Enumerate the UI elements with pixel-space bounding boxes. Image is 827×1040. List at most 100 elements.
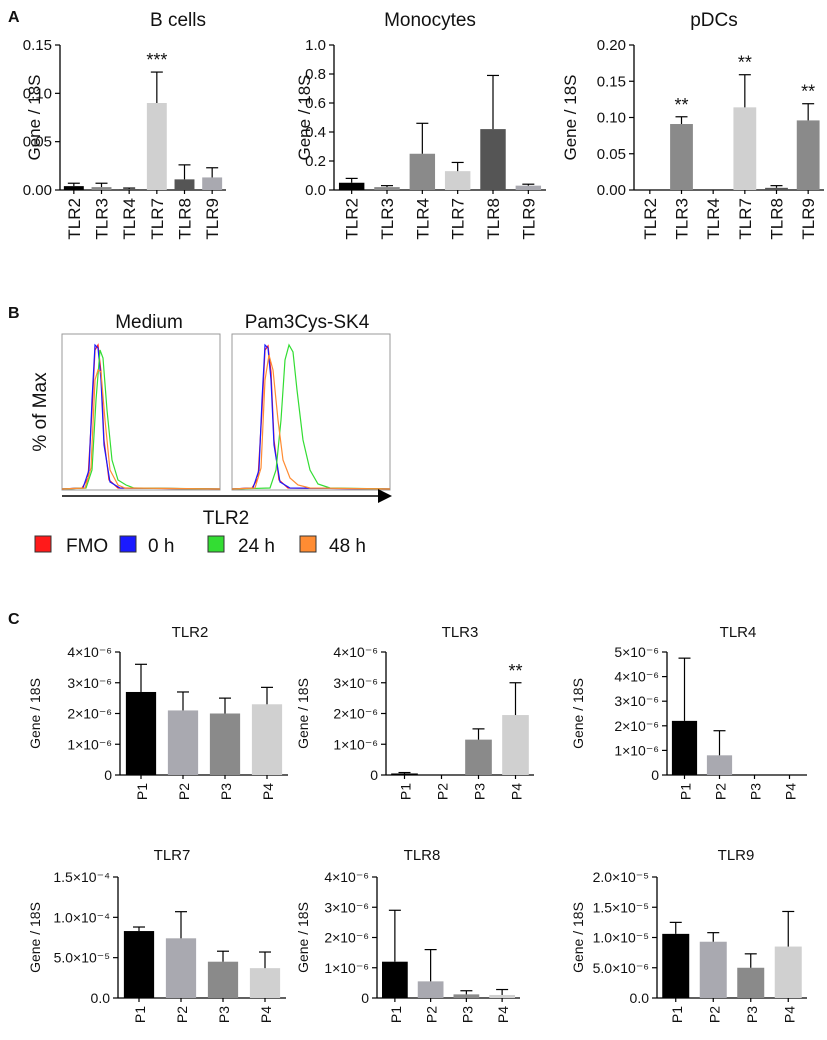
bar-group-p2: P2 xyxy=(706,730,733,800)
bar-group-p2: P2 xyxy=(435,775,451,800)
significance-label: ** xyxy=(801,82,815,102)
panel-label-b: B xyxy=(8,305,20,322)
bar-p3 xyxy=(453,994,480,998)
x-tick-label-p4: P4 xyxy=(783,783,799,800)
pam3cys-fmo-curve xyxy=(231,344,391,490)
y-axis-label: Gene / 18S xyxy=(25,74,44,160)
bar-group-tlr9: TLR9 ** xyxy=(796,82,820,240)
y-tick-label: 0.10 xyxy=(597,110,626,127)
bar-group-p1: P1 xyxy=(662,921,690,1023)
bar-group-p4: P4 xyxy=(489,988,515,1023)
chart-c-tlr3: TLR3 Gene / 18S 0 1×10⁻⁶ 2×10⁻⁶ 3×10⁻⁶ 4×10⁻⁶ P… xyxy=(295,624,534,800)
bar-group-tlr3: TLR3 xyxy=(374,185,400,240)
chart-c-tlr7: TLR7 Gene / 18S 0.0 5.0×10⁻⁵ 1.0×10⁻⁴ 1.5×10⁻… xyxy=(27,847,286,1023)
bar-p4 xyxy=(502,715,529,775)
y-axis-label: Gene / 18S xyxy=(295,902,311,973)
bar-group-p2: P2 xyxy=(417,948,444,1023)
flow-title-pam3cys: Pam3Cys-SK4 xyxy=(245,312,370,333)
bar-group-p4: P4 xyxy=(774,910,802,1023)
x-tick-label-tlr3: TLR3 xyxy=(673,198,692,240)
bar-group-tlr8: TLR8 xyxy=(174,164,195,240)
y-tick-label: 0.05 xyxy=(23,134,52,151)
legend-swatch-48h xyxy=(299,535,317,553)
bar-group-p4: P4 ** xyxy=(502,661,529,800)
flow-xlabel: TLR2 xyxy=(203,508,249,529)
y-axis-label: Gene / 18S xyxy=(295,678,311,749)
y-tick-label: 4×10⁻⁶ xyxy=(614,669,659,685)
bar-p2 xyxy=(699,941,727,998)
legend-item-fmo: FMO xyxy=(34,535,108,557)
legend-item-0h: 0 h xyxy=(119,535,174,557)
y-tick-label: 0.0 xyxy=(630,990,650,1006)
chart-title: TLR4 xyxy=(720,624,757,641)
x-tick-label-p1: P1 xyxy=(132,1006,148,1023)
bar-group-p2: P2 xyxy=(699,932,727,1023)
chart-title: B cells xyxy=(150,10,206,31)
x-tick-label-tlr2: TLR2 xyxy=(65,198,84,240)
bar-p4 xyxy=(489,994,515,998)
bar-p3 xyxy=(209,713,241,775)
legend-label-48h: 48 h xyxy=(329,536,366,557)
bar-group-tlr2: TLR2 xyxy=(338,177,365,240)
y-tick-label: 0.4 xyxy=(305,124,326,141)
chart-title: TLR2 xyxy=(172,624,209,641)
bar-tlr9 xyxy=(515,185,542,190)
chart-title: TLR9 xyxy=(718,847,755,864)
y-tick-label: 0.2 xyxy=(305,153,326,170)
bar-group-tlr9: TLR9 xyxy=(202,167,222,240)
bar-tlr3 xyxy=(670,124,693,190)
bar-p2 xyxy=(417,981,444,998)
bar-p1 xyxy=(391,773,418,775)
y-axis-label: Gene / 18S xyxy=(570,902,586,973)
x-tick-label-p3: P3 xyxy=(472,783,488,800)
x-tick-label-tlr7: TLR7 xyxy=(148,198,167,240)
x-tick-label-p3: P3 xyxy=(216,1006,232,1023)
legend-swatch-0h xyxy=(119,535,137,553)
y-tick-label: 0.0 xyxy=(91,990,111,1006)
y-tick-label: 2×10⁻⁶ xyxy=(67,706,112,722)
bar-p3 xyxy=(737,967,765,998)
legend-item-24h: 24 h xyxy=(207,535,275,557)
y-tick-label: 4×10⁻⁶ xyxy=(333,644,378,660)
bar-tlr8 xyxy=(765,187,788,190)
bar-p4 xyxy=(774,946,802,998)
panel-label-a: A xyxy=(8,9,20,26)
chart-c-tlr4: TLR4 Gene / 18S 0 1×10⁻⁶ 2×10⁻⁶ 3×10⁻⁶ 4×10⁻⁶ 5… xyxy=(570,624,807,800)
y-tick-label: 0.15 xyxy=(23,37,52,54)
y-tick-label: 4×10⁻⁶ xyxy=(324,869,369,885)
panel-label-c: C xyxy=(8,611,20,628)
chart-title: TLR7 xyxy=(154,847,191,864)
x-tick-label-tlr3: TLR3 xyxy=(378,198,397,240)
flow-title-medium: Medium xyxy=(115,312,183,333)
x-tick-label-p2: P2 xyxy=(424,1006,440,1023)
bar-group-tlr2: TLR2 xyxy=(63,182,84,240)
bar-group-tlr3: TLR3 ** xyxy=(670,95,693,240)
x-tick-label-tlr4: TLR4 xyxy=(704,198,723,240)
y-tick-label: 2×10⁻⁶ xyxy=(614,718,659,734)
bar-tlr2 xyxy=(338,182,365,190)
x-tick-label-tlr8: TLR8 xyxy=(768,198,787,240)
y-tick-label: 1.0×10⁻⁴ xyxy=(53,909,110,925)
bar-group-tlr7: TLR7 ** xyxy=(733,53,757,240)
x-tick-label-p3: P3 xyxy=(748,783,764,800)
chart-title: TLR8 xyxy=(404,847,441,864)
x-tick-label-tlr3: TLR3 xyxy=(93,198,112,240)
x-tick-label-p1: P1 xyxy=(669,1006,685,1023)
chart-c-tlr8: TLR8 Gene / 18S 0 1×10⁻⁶ 2×10⁻⁶ 3×10⁻⁶ 4×10⁻⁶ P… xyxy=(295,847,520,1023)
x-tick-label-tlr8: TLR8 xyxy=(176,198,195,240)
bar-tlr7 xyxy=(733,107,757,190)
chart-a-pdcs: pDCs Gene / 18S 0.00 0.05 0.10 0.15 0.20 TLR2 TL… xyxy=(561,10,824,240)
flow-ylabel: % of Max xyxy=(30,372,51,452)
legend-label-0h: 0 h xyxy=(148,536,174,557)
bar-group-p2: P2 xyxy=(167,691,199,800)
legend-swatch-fmo xyxy=(34,535,52,553)
bar-group-p1: P1 xyxy=(123,926,155,1023)
significance-label: ** xyxy=(508,661,522,681)
medium-fmo-curve xyxy=(61,343,221,490)
bar-group-p4: P4 xyxy=(783,775,799,800)
y-axis-label: Gene / 18S xyxy=(570,678,586,749)
chart-title: Monocytes xyxy=(384,10,476,31)
bar-p3 xyxy=(465,739,492,775)
y-tick-label: 2×10⁻⁶ xyxy=(333,706,378,722)
